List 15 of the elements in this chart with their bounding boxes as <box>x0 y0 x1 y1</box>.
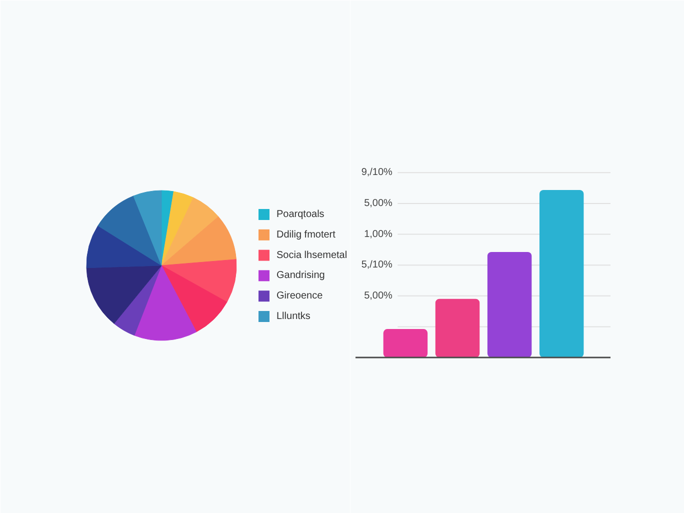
legend-label: Poarqtoals <box>276 209 324 220</box>
text: 9,/10% <box>361 167 393 178</box>
bar <box>435 298 480 358</box>
bar <box>383 329 428 358</box>
text: 5,/10% <box>361 260 393 271</box>
legend-label: Ddilig fmotert <box>276 229 336 240</box>
legend-label: Gireoence <box>276 290 324 302</box>
text: 5,00% <box>364 198 393 209</box>
legend-label: Llluntks <box>276 311 310 322</box>
bar <box>539 190 584 358</box>
legend-label: Gandrising <box>276 270 325 282</box>
legend-label: Socia lhsemetal <box>276 250 348 261</box>
text: 5,00% <box>364 290 393 302</box>
text: 1,00% <box>364 228 393 240</box>
bar <box>487 252 532 358</box>
